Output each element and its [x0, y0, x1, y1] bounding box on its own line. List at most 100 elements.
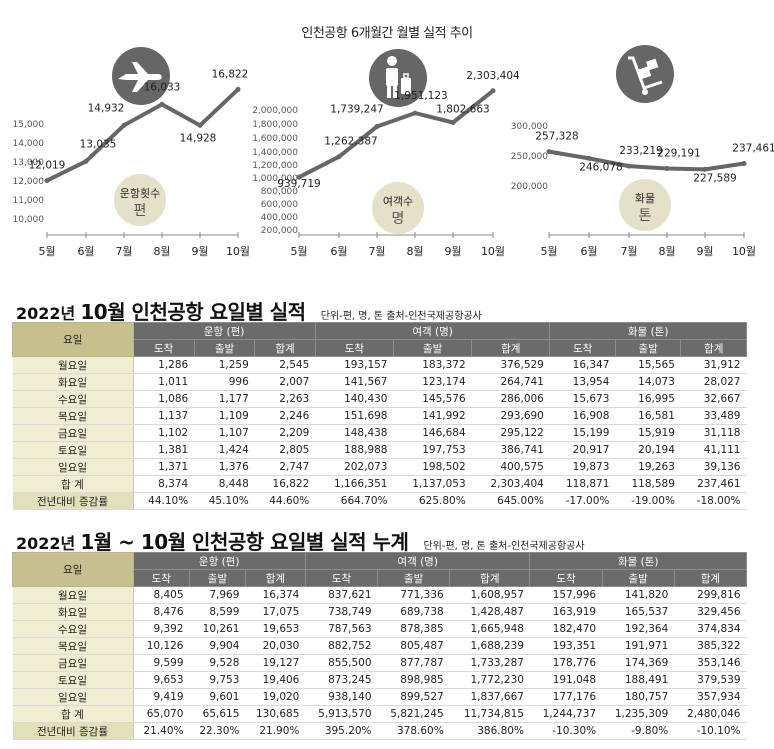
table-cell: 141,820	[602, 586, 675, 604]
column-header: 도착	[549, 339, 616, 357]
table-cell: 353,146	[674, 654, 747, 672]
table-cell: 16,908	[549, 407, 616, 425]
y-tick-label: 1,200,000	[252, 161, 298, 171]
table-cell: 2,545	[254, 356, 316, 374]
table-cell: 16,995	[615, 390, 681, 408]
table-cell: 19,406	[245, 671, 306, 689]
data-label: 16,033	[144, 81, 181, 93]
table-cell: 174,369	[602, 654, 675, 672]
y-tick-label: 250,000	[511, 152, 548, 162]
table-cell: 293,690	[471, 407, 550, 425]
table-cell: 191,971	[602, 637, 675, 655]
table-cell: 689,738	[377, 603, 450, 621]
table-cell: 378.60%	[377, 722, 450, 740]
x-tick-label: 7월	[368, 245, 385, 258]
y-tick-label: 200,000	[261, 226, 298, 236]
table-cell: 8,448	[194, 475, 255, 493]
data-point	[374, 124, 380, 129]
data-label: 1,262,387	[324, 136, 377, 148]
badge-label: 운항횟수	[120, 187, 160, 200]
row-label: 일요일	[12, 458, 134, 476]
row-label: 합 계	[12, 705, 134, 723]
series-line	[46, 87, 240, 183]
series-line	[548, 149, 745, 172]
column-header: 출발	[189, 569, 246, 587]
data-point	[741, 161, 747, 166]
table-cell: 17,075	[245, 603, 306, 621]
data-label: 233,219	[619, 145, 662, 157]
x-tick-label: 8월	[153, 245, 170, 258]
table-cell: 374,834	[674, 620, 747, 638]
row-label: 토요일	[12, 441, 134, 459]
column-header: 합계	[673, 569, 748, 587]
row-label: 목요일	[12, 407, 134, 425]
airplane-icon	[112, 47, 170, 105]
table-row: 목요일 1,137 1,109 2,246 151,698 141,992 293,690 1…	[12, 407, 747, 425]
table-cell: 882,752	[305, 637, 378, 655]
table-cell: 664.70%	[315, 492, 394, 510]
y-tick-label: 1,600,000	[252, 134, 298, 144]
table-cell: 16,374	[245, 586, 306, 604]
table-cell: 19,020	[245, 688, 306, 706]
column-header: 합계	[680, 339, 747, 357]
table-cell: 1,011	[133, 373, 195, 391]
badge-unit: 편	[134, 203, 147, 219]
table-cell: 1,166,351	[315, 475, 394, 493]
group-header-flights: 운항 (편)	[132, 322, 316, 340]
column-header: 합계	[471, 339, 551, 357]
table-cell: 22.30%	[189, 722, 246, 740]
table-cell: 10,261	[189, 620, 246, 638]
table-cell: 1,381	[133, 441, 195, 459]
table-cell: 193,351	[529, 637, 603, 655]
table-cell: 938,140	[305, 688, 378, 706]
table-cell: 1,371	[133, 458, 195, 476]
table-row: 토요일 1,381 1,424 2,805 188,988 197,753 386,741 2…	[12, 441, 747, 459]
table-cell: 376,529	[471, 356, 550, 374]
data-label: 246,078	[579, 161, 622, 173]
row-label: 전년대비 증감률	[12, 722, 134, 740]
charts-caption: 인천공항 6개월간 월별 실적 추이	[301, 26, 473, 41]
table-cell: 20,917	[549, 441, 616, 459]
data-label: 1,739,247	[330, 104, 383, 116]
table-cell: 33,489	[680, 407, 747, 425]
table-cell: 118,871	[549, 475, 616, 493]
data-point	[296, 174, 302, 180]
table-cell: 19,873	[549, 458, 616, 476]
table-cell: 197,753	[393, 441, 472, 459]
table-cell: 13,954	[549, 373, 616, 391]
row-label: 화요일	[12, 373, 134, 391]
table-cell: 198,502	[393, 458, 472, 476]
table-cell: 2,007	[254, 373, 316, 391]
table-cell: 151,698	[315, 407, 394, 425]
x-tick-label: 5월	[290, 245, 307, 258]
table-cell: 19,263	[615, 458, 681, 476]
table-cell: 2,263	[254, 390, 316, 408]
badge-unit: 톤	[639, 208, 652, 224]
table-row: 수요일 1,086 1,177 2,263 140,430 145,576 286,006 1…	[12, 390, 747, 408]
table-cell: -10.10%	[674, 722, 747, 740]
table-cell: 15,673	[549, 390, 616, 408]
table1-title: 2022년 10월 인천공항 요일별 실적 단위-편, 명, 톤 출처-인천국제…	[16, 296, 482, 325]
x-tick-label: 5월	[38, 245, 55, 258]
table-cell: 9,601	[189, 688, 246, 706]
column-header: 합계	[254, 339, 316, 357]
table2-title: 2022년 1월 ~ 10월 인천공항 요일별 실적 누계 단위-편, 명, 톤…	[16, 526, 585, 555]
data-label: 237,461	[732, 143, 774, 155]
table-cell: 645.00%	[471, 492, 550, 510]
table-cell: 163,919	[529, 603, 603, 621]
table-row: 월요일 8,405 7,969 16,374 837,621 771,336 1,608,9…	[12, 586, 747, 604]
y-tick-label: 12,000	[13, 177, 45, 187]
table-cell: 41,111	[680, 441, 747, 459]
series-line	[298, 89, 495, 179]
table-row: 화요일 8,476 8,599 17,075 738,749 689,738 1,428,4…	[12, 603, 747, 621]
table-cell: 1,102	[133, 424, 195, 442]
table-cell: 188,491	[602, 671, 675, 689]
table-cell: 400,575	[471, 458, 550, 476]
table-cell: 5,913,570	[305, 705, 378, 723]
badge-circle	[114, 174, 166, 226]
table-cell: 9,599	[133, 654, 190, 672]
table-cell: 996	[194, 373, 255, 391]
x-tick-label: 7월	[115, 245, 132, 258]
table-cell: 855,500	[305, 654, 378, 672]
data-point	[44, 178, 50, 184]
